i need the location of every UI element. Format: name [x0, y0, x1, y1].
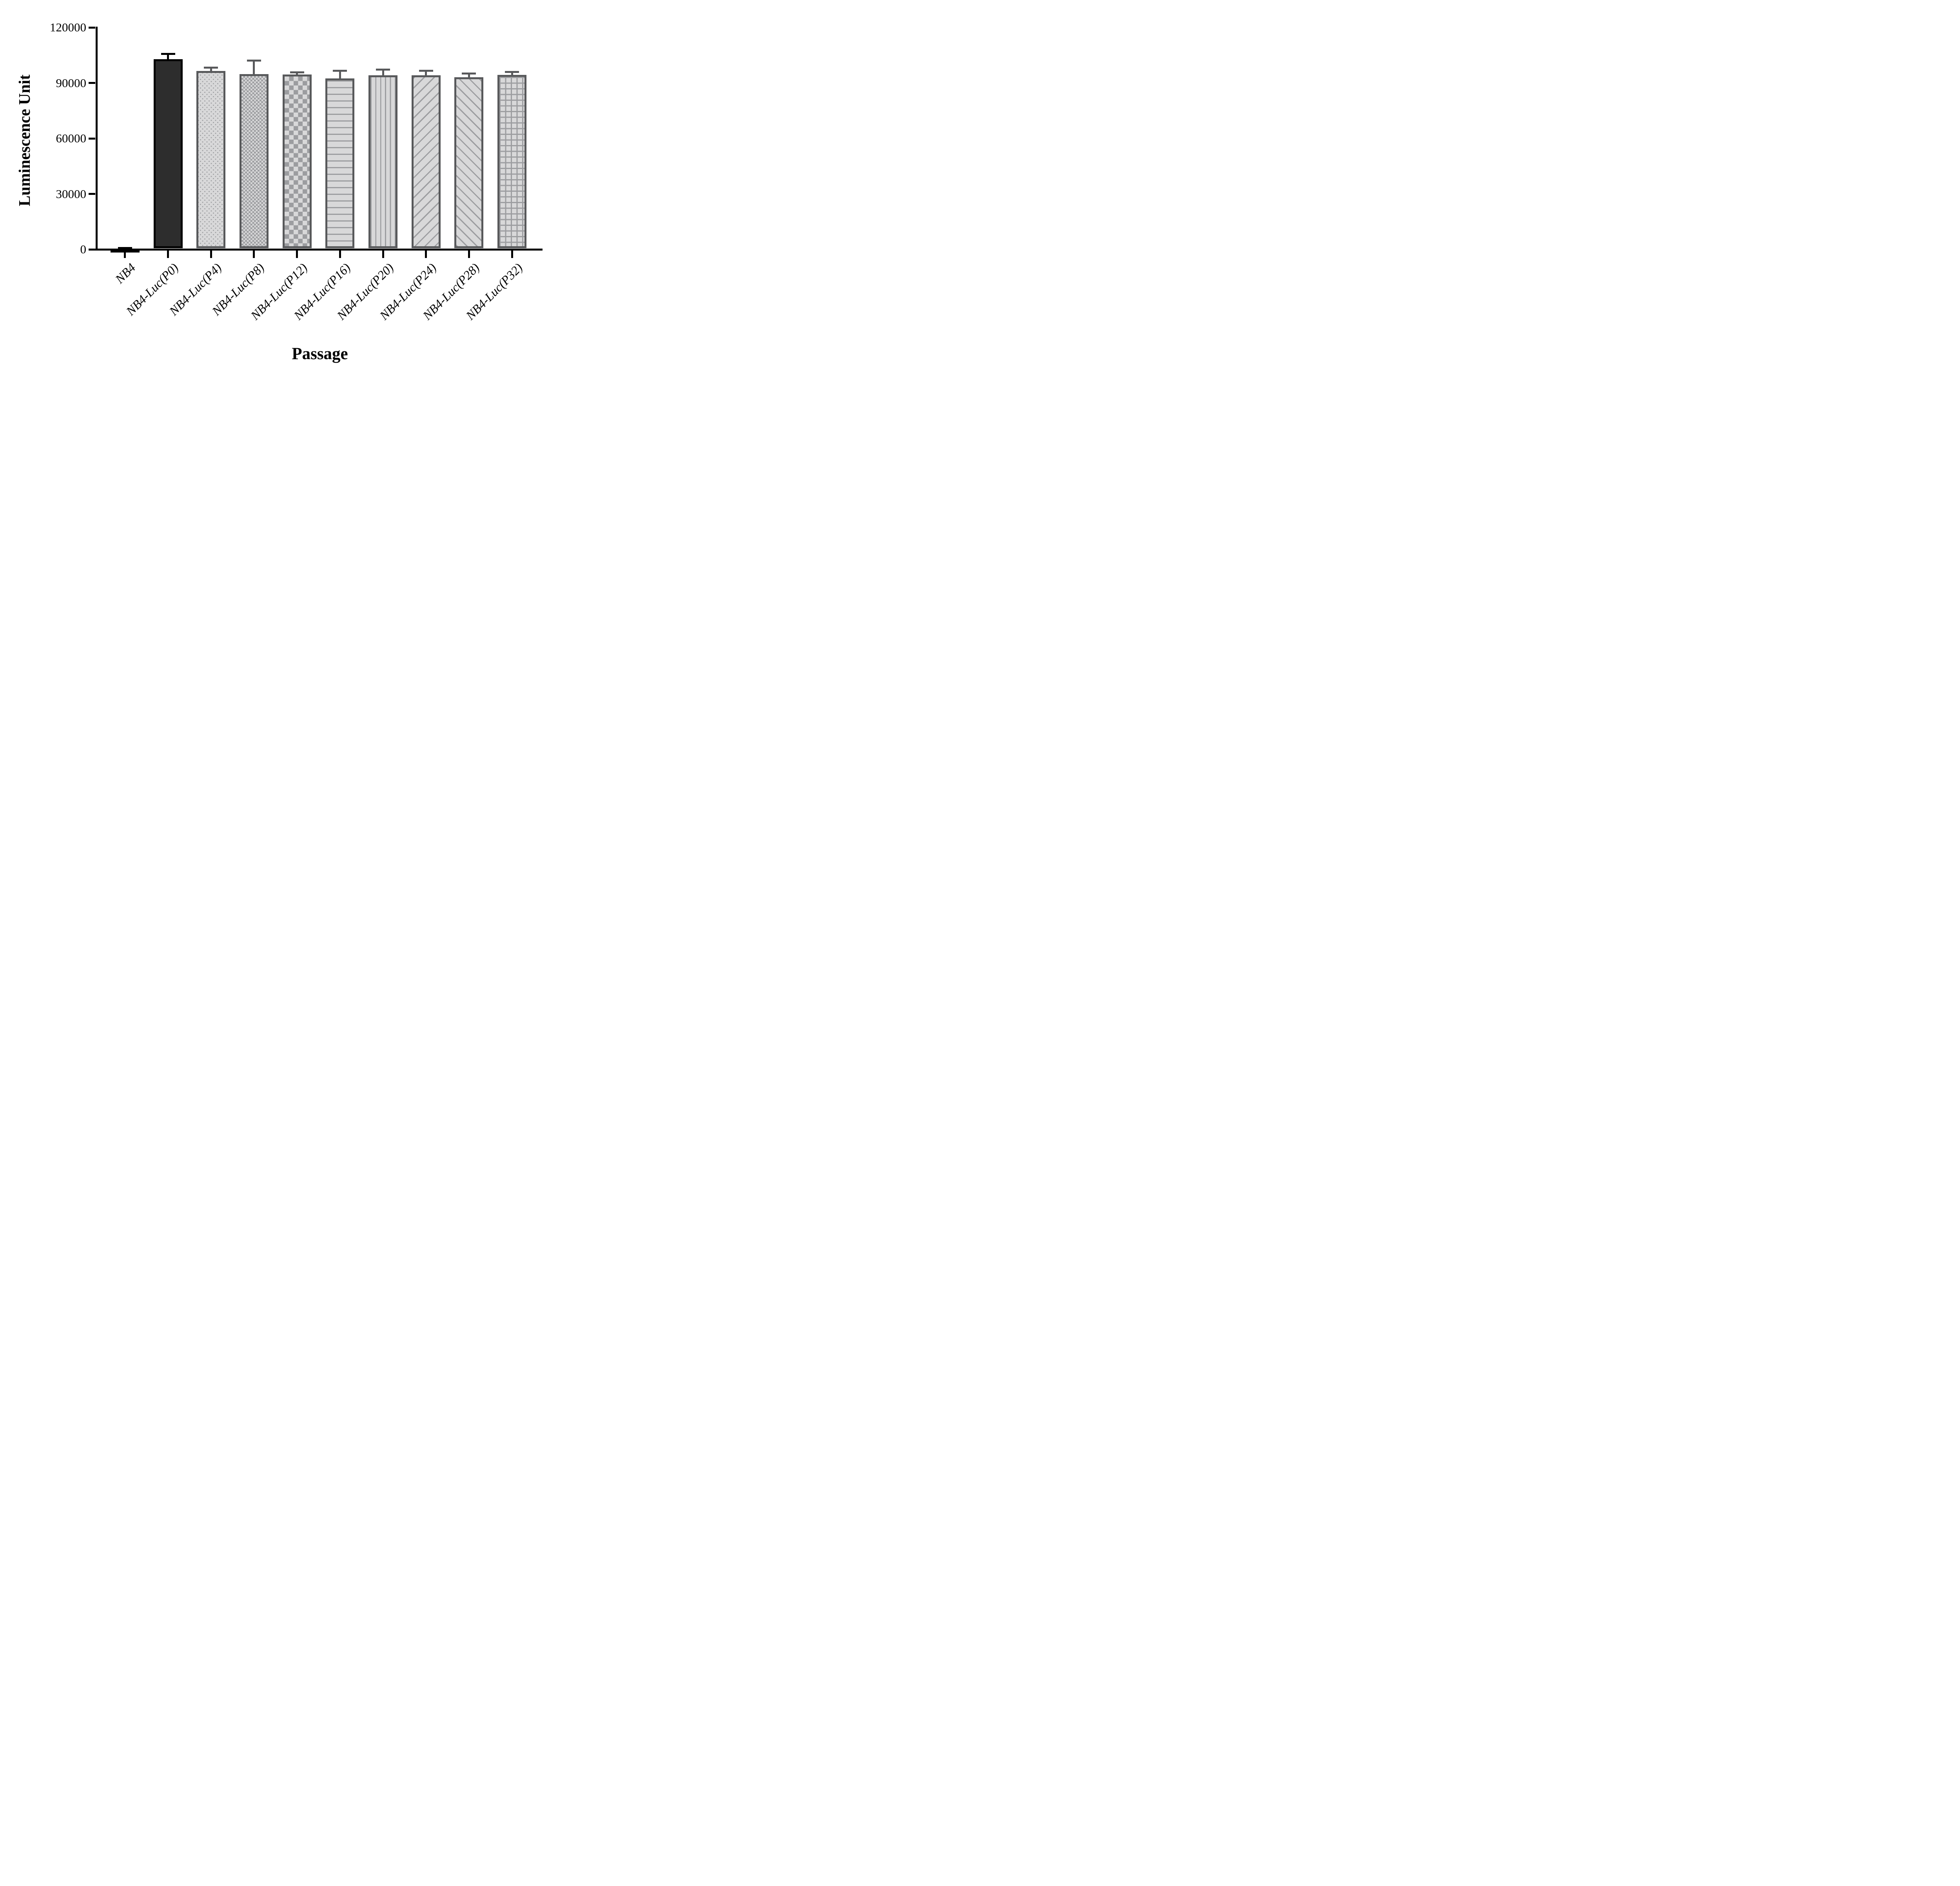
x-tick-NB4-Luc(P16)	[339, 250, 341, 258]
y-tick-0	[88, 248, 96, 251]
bar-NB4-Luc(P12)	[282, 74, 312, 249]
x-tick-NB4-Luc(P20)	[382, 250, 384, 258]
y-tick-120000	[88, 26, 96, 29]
x-tick-NB4-Luc(P4)	[210, 250, 212, 258]
bar-NB4-Luc(P24)	[411, 75, 441, 249]
x-tick-NB4	[124, 250, 126, 258]
x-tick-NB4-Luc(P24)	[425, 250, 427, 258]
bar-NB4-Luc(P8)	[239, 74, 269, 249]
x-tick-NB4-Luc(P8)	[253, 250, 255, 258]
y-tick-90000	[88, 82, 96, 84]
error-bar-line-NB4-Luc(P0)	[167, 55, 169, 60]
error-bar-cap-NB4-Luc(P32)	[505, 71, 519, 73]
error-bar-cap-NB4-Luc(P24)	[419, 69, 433, 72]
x-tick-NB4-Luc(P32)	[511, 250, 513, 258]
x-tick-NB4-Luc(P28)	[468, 250, 470, 258]
y-tick-60000	[88, 137, 96, 140]
x-label-NB4: NB4	[112, 260, 138, 286]
y-tick-label-30000: 30000	[56, 187, 87, 201]
error-bar-cap-NB4-Luc(P16)	[333, 69, 347, 72]
x-tick-NB4-Luc(P12)	[296, 250, 298, 258]
x-axis-title: Passage	[292, 345, 348, 363]
bar-NB4-Luc(P20)	[368, 75, 397, 249]
bar-NB4-Luc(P4)	[196, 71, 226, 249]
error-bar-line-NB4-Luc(P16)	[339, 71, 341, 79]
error-bar-line-NB4-Luc(P20)	[382, 71, 384, 76]
y-tick-label-90000: 90000	[56, 76, 87, 90]
y-tick-label-60000: 60000	[56, 131, 87, 145]
y-tick-30000	[88, 193, 96, 195]
bar-NB4-Luc(P28)	[454, 77, 484, 249]
error-bar-line-NB4-Luc(P12)	[296, 73, 298, 75]
x-tick-NB4-Luc(P0)	[167, 250, 169, 258]
error-bar-cap-NB4-Luc(P8)	[247, 59, 261, 62]
y-tick-label-120000: 120000	[50, 20, 86, 34]
bar-NB4-Luc(P0)	[153, 59, 183, 249]
bar-NB4-Luc(P16)	[325, 78, 355, 249]
x-axis-line	[88, 248, 543, 251]
error-bar-line-NB4-Luc(P28)	[468, 74, 470, 77]
error-bar-line-NB4-Luc(P8)	[253, 61, 255, 74]
error-bar-line-NB4-Luc(P32)	[511, 73, 513, 75]
error-bar-cap-NB4	[118, 247, 132, 249]
bar-NB4-Luc(P32)	[497, 75, 527, 249]
bar-chart: Luminescence Unit Passage 0 30000 60000 900…	[0, 0, 561, 377]
error-bar-cap-NB4-Luc(P20)	[376, 69, 390, 71]
error-bar-cap-NB4-Luc(P28)	[462, 73, 476, 75]
error-bar-line-NB4-Luc(P24)	[425, 71, 427, 76]
error-bar-line-NB4-Luc(P4)	[210, 68, 212, 71]
error-bar-cap-NB4-Luc(P12)	[290, 71, 304, 74]
y-tick-label-0: 0	[80, 242, 87, 256]
error-bar-cap-NB4-Luc(P0)	[161, 53, 175, 55]
error-bar-cap-NB4-Luc(P4)	[204, 66, 218, 69]
y-axis-line	[95, 26, 98, 251]
